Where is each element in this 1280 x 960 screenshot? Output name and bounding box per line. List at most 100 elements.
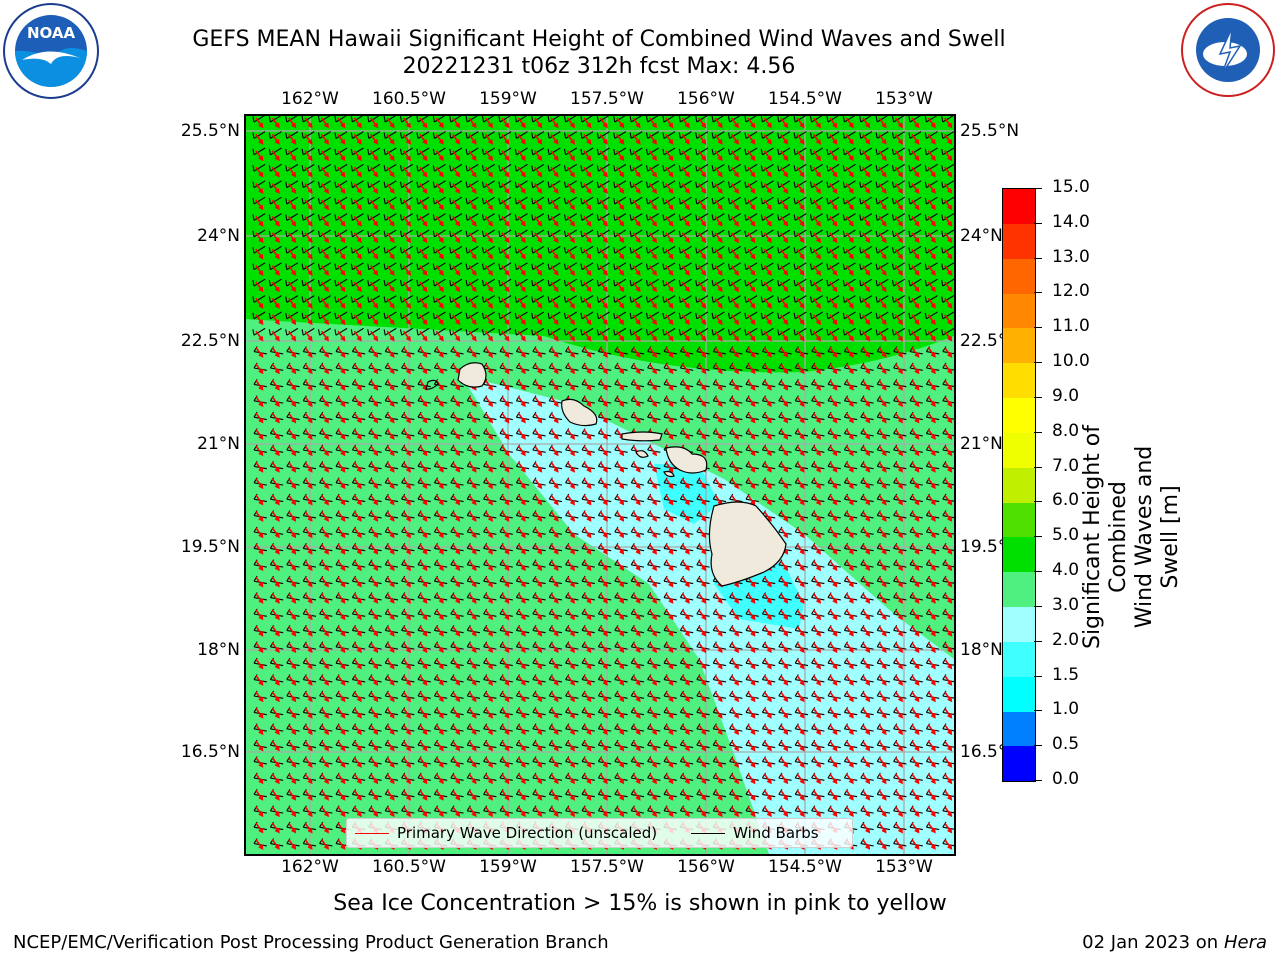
wind-barb <box>777 196 791 205</box>
wave-direction-arrow <box>665 511 674 522</box>
wave-direction-arrow <box>452 248 461 260</box>
wave-direction-arrow <box>911 691 920 703</box>
wave-direction-arrow <box>714 232 723 244</box>
wave-direction-arrow <box>927 560 936 572</box>
wave-direction-arrow <box>812 609 821 621</box>
wave-direction-arrow <box>304 707 313 719</box>
wind-barb <box>580 163 594 172</box>
wave-direction-arrow <box>894 691 903 703</box>
wind-barb <box>842 262 856 271</box>
wave-direction-arrow <box>452 429 461 440</box>
wave-direction-arrow <box>517 511 526 522</box>
wave-direction-arrow <box>780 625 789 637</box>
wind-barb <box>580 327 594 336</box>
wave-direction-arrow <box>812 445 821 457</box>
wind-barb <box>350 229 364 238</box>
wave-direction-arrow <box>583 757 592 768</box>
wind-barb <box>498 213 512 221</box>
wave-direction-arrow <box>927 363 936 375</box>
wind-barb <box>826 131 840 139</box>
wave-direction-arrow <box>255 445 264 457</box>
wave-direction-arrow <box>763 150 772 162</box>
wave-direction-arrow <box>534 511 543 522</box>
wave-direction-arrow <box>862 593 871 604</box>
wave-direction-arrow <box>944 429 953 440</box>
wave-direction-arrow <box>370 461 379 473</box>
wind-barb <box>629 278 643 287</box>
wave-direction-arrow <box>288 822 297 834</box>
wave-direction-arrow <box>386 314 395 326</box>
wave-direction-arrow <box>402 494 411 506</box>
wave-direction-arrow <box>845 658 854 670</box>
wave-direction-arrow <box>337 297 346 309</box>
wind-barb <box>498 229 512 238</box>
wave-direction-arrow <box>386 379 395 391</box>
wave-direction-arrow <box>845 691 854 703</box>
wave-direction-arrow <box>304 412 313 424</box>
wind-barb <box>727 311 741 320</box>
wave-direction-arrow <box>944 707 953 719</box>
wave-direction-arrow <box>665 806 674 818</box>
wind-barb <box>891 278 905 287</box>
wind-barb <box>334 213 348 221</box>
wave-direction-arrow <box>288 806 297 818</box>
wave-direction-arrow <box>337 675 346 686</box>
wave-direction-arrow <box>452 330 461 342</box>
wave-direction-arrow <box>370 691 379 703</box>
wave-direction-arrow <box>894 839 903 850</box>
wave-direction-arrow <box>714 297 723 309</box>
wave-direction-arrow <box>517 396 526 408</box>
wave-direction-arrow <box>370 232 379 244</box>
wave-direction-arrow <box>747 576 756 588</box>
wave-direction-arrow <box>370 445 379 457</box>
wave-direction-arrow <box>665 675 674 686</box>
colorbar-tick-label: 1.0 <box>1052 699 1080 720</box>
wave-direction-arrow <box>632 150 641 162</box>
wave-direction-arrow <box>337 822 346 834</box>
wind-barb <box>596 327 610 336</box>
wave-direction-arrow <box>255 806 264 818</box>
wave-direction-arrow <box>747 347 756 358</box>
wave-direction-arrow <box>353 150 362 162</box>
wave-direction-arrow <box>534 789 543 801</box>
wave-direction-arrow <box>468 265 477 276</box>
wave-direction-arrow <box>796 281 805 293</box>
wind-barb <box>432 131 446 139</box>
wave-direction-arrow <box>271 511 280 522</box>
wind-barb <box>367 196 381 205</box>
wave-direction-arrow <box>320 314 329 326</box>
wave-direction-arrow <box>911 658 920 670</box>
wind-barb <box>383 196 397 205</box>
wind-barb <box>531 327 545 336</box>
wave-direction-arrow <box>747 757 756 768</box>
wind-barb <box>563 295 577 303</box>
wave-direction-arrow <box>402 232 411 244</box>
wave-direction-arrow <box>780 494 789 506</box>
wave-direction-arrow <box>747 773 756 785</box>
wave-direction-arrow <box>845 363 854 375</box>
wave-direction-arrow <box>632 396 641 408</box>
wind-barb <box>613 229 627 238</box>
wave-direction-arrow <box>402 281 411 293</box>
wave-direction-arrow <box>320 429 329 440</box>
wave-direction-arrow <box>304 642 313 654</box>
wind-barb <box>875 147 889 156</box>
wave-direction-arrow <box>845 314 854 326</box>
wave-direction-arrow <box>255 724 264 736</box>
wind-barb <box>399 180 413 189</box>
wave-direction-arrow <box>698 396 707 408</box>
wave-direction-arrow <box>845 789 854 801</box>
wind-barb <box>629 147 643 156</box>
wave-direction-arrow <box>812 461 821 473</box>
wave-direction-arrow <box>320 297 329 309</box>
wave-direction-arrow <box>632 675 641 686</box>
wave-direction-arrow <box>944 691 953 703</box>
wind-barb <box>645 213 659 221</box>
wave-direction-arrow <box>583 478 592 490</box>
wave-direction-arrow <box>862 609 871 621</box>
wave-direction-arrow <box>796 560 805 572</box>
wave-direction-arrow <box>730 265 739 276</box>
wave-direction-arrow <box>812 806 821 818</box>
wind-barb <box>891 327 905 336</box>
wave-direction-arrow <box>320 806 329 818</box>
